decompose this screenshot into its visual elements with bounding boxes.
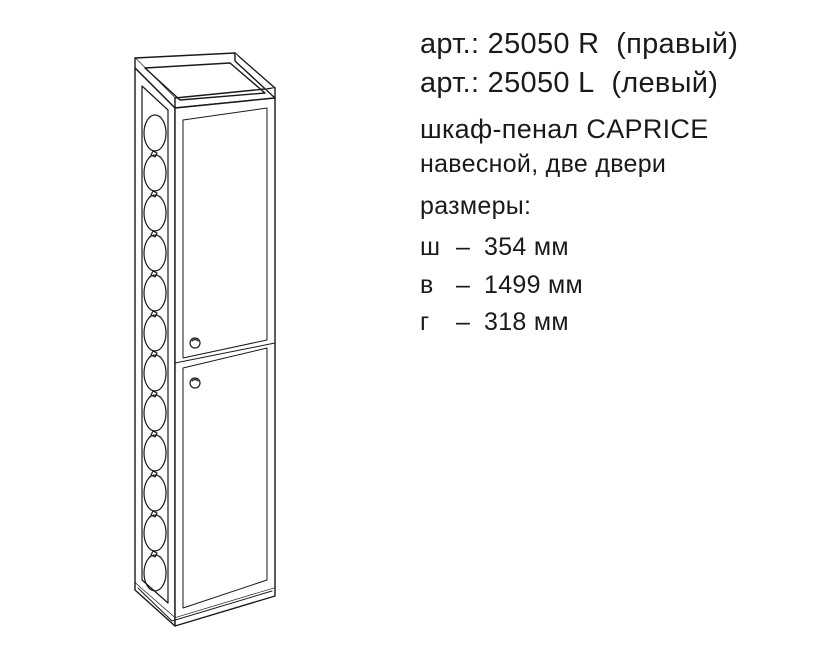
- dimension-dash: –: [456, 229, 484, 267]
- dimensions-table: ш – 354 мм в – 1499 мм г – 318 мм: [420, 229, 803, 342]
- article-left-code: 25050 L: [488, 67, 595, 99]
- cabinet-line-drawing: [60, 28, 340, 628]
- dimension-dash: –: [456, 267, 484, 305]
- dimension-label: г: [420, 304, 456, 342]
- article-right-code: 25050 R: [488, 28, 600, 60]
- dimension-value: 1499 мм: [484, 267, 583, 305]
- dimensions-header: размеры:: [420, 192, 803, 221]
- dimension-row: в – 1499 мм: [420, 267, 803, 305]
- article-left: арт.: 25050 L (левый): [420, 64, 803, 103]
- product-subtitle: навесной, две двери: [420, 148, 803, 181]
- article-right-note: (правый): [616, 28, 738, 60]
- dimension-dash: –: [456, 304, 484, 342]
- dimension-value: 318 мм: [484, 304, 569, 342]
- dimension-label: в: [420, 267, 456, 305]
- product-info: арт.: 25050 R (правый) арт.: 25050 L (ле…: [400, 0, 823, 655]
- dimension-label: ш: [420, 229, 456, 267]
- article-left-note: (левый): [611, 67, 718, 99]
- product-title: шкаф-пенал CAPRICE: [420, 111, 803, 147]
- article-right: арт.: 25050 R (правый): [420, 25, 803, 64]
- dimension-value: 354 мм: [484, 229, 569, 267]
- article-prefix: арт.:: [420, 28, 479, 60]
- dimension-row: ш – 354 мм: [420, 229, 803, 267]
- article-prefix: арт.:: [420, 67, 479, 99]
- dimension-row: г – 318 мм: [420, 304, 803, 342]
- product-drawing: [0, 0, 400, 655]
